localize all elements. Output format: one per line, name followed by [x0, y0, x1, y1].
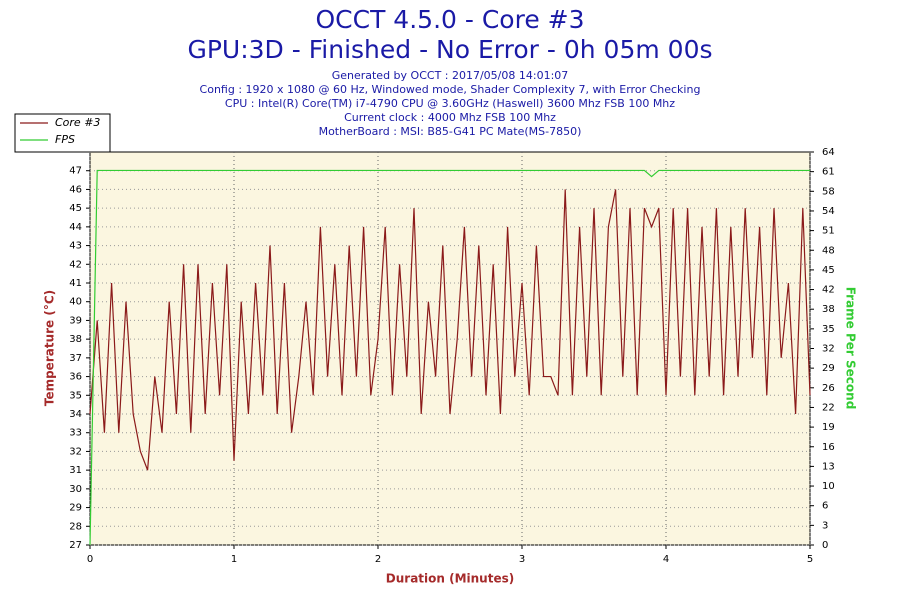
subtitle: CPU : Intel(R) Core(TM) i7-4790 CPU @ 3.…: [225, 97, 675, 110]
y2-tick-label: 61: [822, 167, 835, 178]
y2-tick-label: 6: [822, 501, 828, 512]
y2-tick-label: 45: [822, 265, 835, 276]
x-tick-label: 1: [231, 554, 237, 565]
y-tick-label: 27: [69, 540, 82, 551]
y2-tick-label: 38: [822, 304, 835, 315]
y2-tick-label: 19: [822, 422, 835, 433]
y-tick-label: 28: [69, 521, 82, 532]
subtitle: MotherBoard : MSI: B85-G41 PC Mate(MS-78…: [319, 125, 582, 138]
x-tick-label: 2: [375, 554, 381, 565]
y2-tick-label: 32: [822, 344, 835, 355]
y2-tick-label: 3: [822, 520, 828, 531]
y-tick-label: 29: [69, 503, 82, 514]
legend: [14, 113, 111, 153]
y-tick-label: 45: [69, 203, 82, 214]
y-axis-label: Temperature (°C): [43, 290, 57, 406]
y2-tick-label: 26: [822, 383, 835, 394]
y-tick-label: 30: [69, 484, 82, 495]
legend-label: FPS: [55, 133, 75, 146]
y-tick-label: 37: [69, 353, 82, 364]
chart-title: OCCT 4.5.0 - Core #3: [316, 5, 585, 34]
y2-tick-label: 54: [822, 206, 835, 217]
y-tick-label: 36: [69, 372, 82, 383]
y-tick-label: 34: [69, 409, 82, 420]
y-tick-label: 41: [69, 278, 82, 289]
y-tick-label: 44: [69, 222, 82, 233]
y2-tick-label: 10: [822, 481, 835, 492]
x-tick-label: 5: [807, 554, 813, 565]
y-tick-label: 46: [69, 184, 82, 195]
y-tick-label: 43: [69, 241, 82, 252]
y2-tick-label: 22: [822, 402, 835, 413]
subtitle: Config : 1920 x 1080 @ 60 Hz, Windowed m…: [200, 83, 701, 96]
subtitle: Current clock : 4000 Mhz FSB 100 Mhz: [344, 111, 556, 124]
y2-tick-label: 64: [822, 147, 835, 158]
y2-tick-label: 51: [822, 226, 835, 237]
y-tick-label: 47: [69, 166, 82, 177]
y-tick-label: 32: [69, 446, 82, 457]
legend-label: Core #3: [55, 116, 100, 129]
y2-axis-label: Frame Per Second: [844, 287, 858, 410]
y2-tick-label: 42: [822, 285, 835, 296]
y-tick-label: 38: [69, 334, 82, 345]
chart-title: GPU:3D - Finished - No Error - 0h 05m 00…: [187, 35, 712, 64]
y-tick-label: 40: [69, 297, 82, 308]
y-tick-label: 33: [69, 428, 82, 439]
y-tick-label: 42: [69, 259, 82, 270]
x-axis-label: Duration (Minutes): [386, 572, 514, 586]
y2-tick-label: 16: [822, 442, 835, 453]
subtitle: Generated by OCCT : 2017/05/08 14:01:07: [332, 69, 569, 82]
x-tick-label: 0: [87, 554, 93, 565]
y-tick-label: 39: [69, 315, 82, 326]
line-series: [89, 169, 810, 546]
line-series: [89, 189, 811, 471]
y2-tick-label: 29: [822, 363, 835, 374]
x-tick-label: 3: [519, 554, 525, 565]
plot-area: [89, 151, 811, 546]
y2-tick-label: 58: [822, 186, 835, 197]
y-tick-label: 35: [69, 390, 82, 401]
y2-tick-label: 13: [822, 461, 835, 472]
y2-tick-label: 48: [822, 245, 835, 256]
x-tick-label: 4: [663, 554, 669, 565]
y-tick-label: 31: [69, 465, 82, 476]
y2-tick-label: 0: [822, 540, 828, 551]
y2-tick-label: 35: [822, 324, 835, 335]
